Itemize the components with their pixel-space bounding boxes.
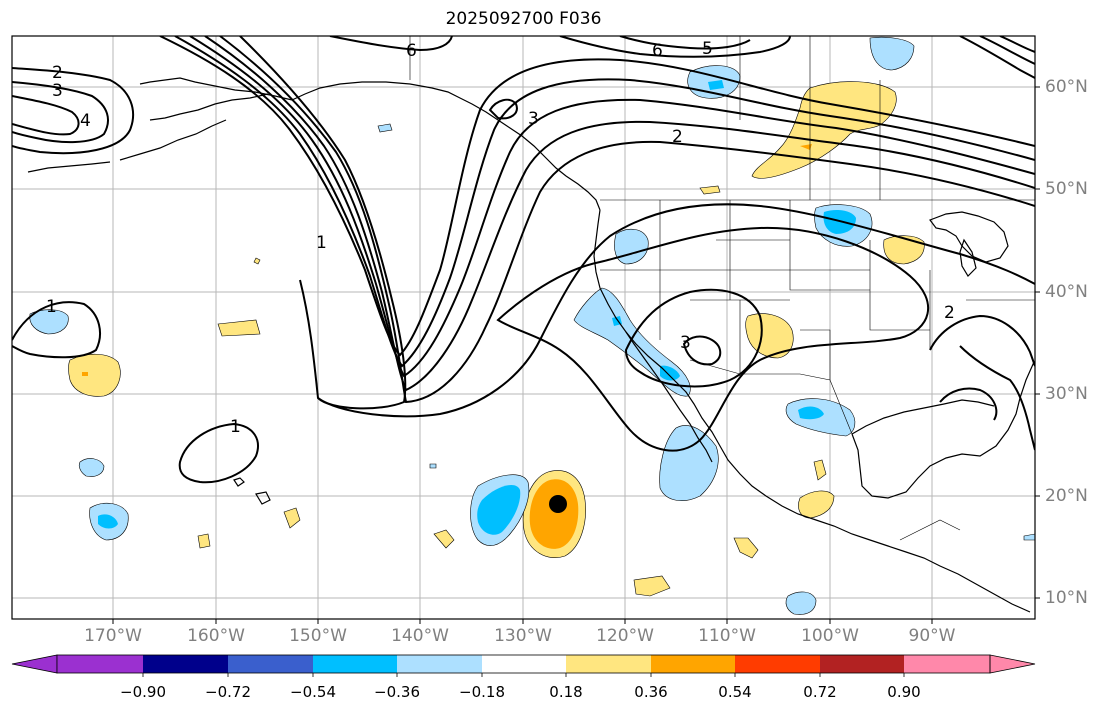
contour-label: 6 [406,41,417,61]
lon-label: 130°W [494,626,552,646]
colorbar-tick-label: 0.18 [549,683,583,701]
anomaly-positive-weak [68,81,925,597]
contour-label: 3 [680,333,691,353]
colorbar-segment [143,655,228,673]
lat-label: 20°N [1045,486,1088,506]
colorbar-segment [820,655,904,673]
lon-label: 90°W [908,626,956,646]
contour-label: 2 [944,303,955,323]
colorbar-tick-label: −0.72 [205,683,251,701]
lat-label: 60°N [1045,77,1088,97]
anomaly-positive-strong [522,470,586,558]
lat-label: 50°N [1045,179,1088,199]
contour-label: 2 [52,63,63,83]
coastlines [27,77,1035,613]
lon-label: 150°W [289,626,347,646]
colorbar-segment [651,655,735,673]
lat-label: 40°N [1045,282,1088,302]
colorbar-tick-label: 0.36 [634,683,668,701]
lon-label: 100°W [801,626,859,646]
colorbar-tick-label: 0.54 [718,683,752,701]
colorbar-segment [482,655,566,673]
political-borders [409,36,1035,541]
lon-label: 170°W [84,626,142,646]
colorbar-segment [57,655,143,673]
axis-ticks [112,86,1040,624]
contour-label: 1 [316,233,327,253]
lon-label: 160°W [187,626,245,646]
colorbar-tick-label: 0.72 [803,683,837,701]
storm-center-marker [549,495,567,513]
lon-label: 140°W [391,626,449,646]
colorbar-tick-label: −0.54 [290,683,336,701]
contour-label: 5 [702,39,713,59]
contour-labels: 2 3 4 1 6 5 6 2 3 1 3 2 1 [46,39,955,437]
contour-label: 6 [652,41,663,61]
colorbar-tick-label: −0.90 [120,683,166,701]
contour-label: 2 [672,127,683,147]
colorbar-segment [989,654,1036,674]
figure-title: 2025092700 F036 [445,9,602,29]
lat-label: 10°N [1045,588,1088,608]
colorbar-segment [904,655,990,673]
contour-label: 3 [52,81,63,101]
colorbar-tick-label: 0.90 [887,683,921,701]
colorbar-tick-label: −0.36 [374,683,420,701]
colorbar-segment [11,654,58,674]
colorbar-segment [735,655,820,673]
map-panel: 2 3 4 1 6 5 6 2 3 1 3 2 1 [12,36,1035,619]
contour-label: 3 [528,109,539,129]
colorbar-segment [313,655,397,673]
contour-label: 4 [80,111,91,131]
colorbar [11,654,1036,677]
colorbar-segment [228,655,313,673]
contour-label: 1 [230,417,241,437]
colorbar-tick-label: −0.18 [459,683,505,701]
lon-label: 120°W [596,626,654,646]
colorbar-segment [397,655,482,673]
contour-lines [12,36,1035,484]
lon-label: 110°W [698,626,756,646]
contour-label: 1 [46,297,57,317]
lat-label: 30°N [1045,384,1088,404]
colorbar-segment [566,655,651,673]
